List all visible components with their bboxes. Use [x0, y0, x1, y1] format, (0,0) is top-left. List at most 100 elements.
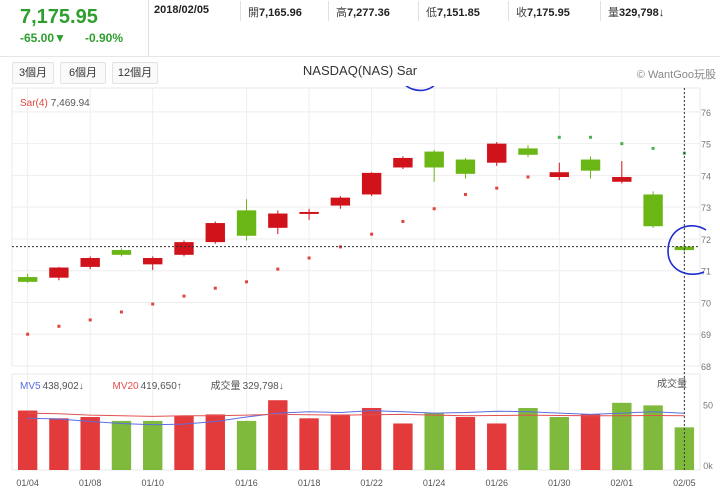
date-tick-label: 01/30 [548, 478, 571, 488]
annotation-scribble-title [405, 86, 435, 92]
range-6-months-button[interactable]: 6個月 [60, 62, 106, 84]
candle-body [330, 197, 351, 206]
volume-bar [361, 407, 382, 470]
stat-open: 開7,165.96 [240, 1, 302, 21]
date-tick-label: 01/16 [235, 478, 258, 488]
candle-body [455, 159, 476, 174]
quote-summary: 7,175.95 -65.00▼ -0.90% [0, 0, 149, 56]
sar-candlestick-chart[interactable]: 76 75 74 73 72 71 70 69 68 01/04 01/08 01/10 01/16 01… [0, 86, 720, 496]
volume-bar [455, 417, 476, 470]
price-tick-label: 71 [701, 267, 711, 277]
volume-bar [17, 410, 38, 470]
sar-dot [401, 219, 405, 223]
volume-bar [518, 407, 538, 470]
date-tick-label: 01/04 [16, 478, 39, 488]
candle-body [236, 210, 257, 236]
quote-bar: 7,175.95 -65.00▼ -0.90% 2018/02/05 開7,16… [0, 0, 720, 57]
volume-bar [268, 400, 288, 470]
axes-layer: 76 75 74 73 72 71 70 69 68 01/04 01/08 01/10 01/16 01… [12, 88, 713, 488]
candle-body [580, 159, 601, 171]
sar-dot [370, 232, 374, 236]
price-tick-label: 68 [701, 362, 711, 372]
price-tick-label: 76 [701, 108, 711, 118]
sar-dot [26, 332, 30, 336]
candle-body [143, 258, 163, 265]
price-tick-label: 69 [701, 330, 711, 340]
price-tick-label: 73 [701, 203, 711, 213]
sar-dot [276, 267, 280, 271]
volume-tick-label: 0k [703, 461, 713, 471]
sar-dot [651, 146, 655, 150]
date-tick-label: 01/26 [485, 478, 508, 488]
sar-dot [88, 318, 92, 322]
candle-body [361, 172, 382, 195]
sar-dot [557, 135, 561, 139]
volume-ma-layer [27, 410, 685, 426]
volume-bar [49, 418, 69, 470]
chart-title: NASDAQ(NAS) Sar [302, 63, 418, 78]
price-tick-label: 70 [701, 298, 711, 308]
sar-dot [620, 142, 624, 146]
sar-dot [182, 294, 186, 298]
stat-low: 低7,151.85 [418, 1, 480, 21]
volume-bar [393, 423, 413, 470]
date-tick-label: 01/10 [141, 478, 164, 488]
chart-grid [11, 87, 701, 471]
volume-bar [80, 417, 100, 470]
mv5-line [27, 410, 685, 426]
volume-corner-label: 成交量 [657, 377, 687, 390]
candle-body [487, 143, 507, 163]
volume-bar [487, 423, 507, 470]
mv20-line [27, 412, 685, 417]
candles-layer [17, 142, 695, 283]
volume-bar [612, 402, 632, 470]
volume-bar [111, 420, 132, 470]
candle-body [643, 194, 663, 227]
candle-body [17, 277, 38, 282]
date-tick-label: 01/08 [79, 478, 102, 488]
candle-body [612, 177, 632, 182]
volume-bar [236, 420, 257, 470]
candle-body [205, 223, 225, 243]
candle-body [549, 172, 569, 177]
date-tick-label: 02/05 [673, 478, 696, 488]
annotation-circle-last-candle [667, 225, 707, 276]
date-tick-label: 01/24 [423, 478, 446, 488]
sar-dot [151, 302, 155, 306]
candle-body [111, 250, 132, 255]
volume-bar [643, 405, 663, 470]
date-tick-label: 02/01 [611, 478, 634, 488]
stat-date: 2018/02/05 [154, 4, 210, 16]
sar-dot [589, 135, 593, 139]
sar-dot [213, 286, 217, 290]
candle-body [268, 213, 288, 228]
volume-tick-label: 50 [703, 400, 713, 410]
candle-body [80, 258, 100, 267]
range-3-months-button[interactable]: 3個月 [12, 62, 54, 84]
price-change-percent: -0.90% [85, 31, 124, 45]
sar-dot [432, 207, 436, 211]
sar-dot [526, 175, 530, 179]
sar-dot [495, 186, 499, 190]
sar-dot [463, 192, 467, 196]
price-tick-label: 74 [701, 171, 711, 181]
volume-bars-layer [17, 400, 695, 470]
price-tick-label: 75 [701, 140, 711, 150]
sar-dot [57, 324, 61, 328]
sar-dot [245, 280, 249, 284]
candle-body [393, 157, 413, 168]
range-12-months-button[interactable]: 12個月 [112, 62, 158, 84]
sar-legend: Sar(4) 7,469.94 [20, 98, 90, 109]
volume-bar [549, 417, 569, 470]
sar-dot [307, 256, 311, 260]
candle-body [49, 267, 69, 278]
sar-dot [119, 310, 123, 314]
volume-bar [580, 414, 601, 470]
volume-bar [174, 415, 194, 470]
volume-bar [299, 418, 319, 470]
volume-bar [205, 414, 225, 470]
date-tick-label: 01/18 [298, 478, 321, 488]
watermark: © WantGoo玩股 [636, 69, 716, 81]
stat-volume: 量329,798↓ [600, 1, 664, 21]
last-price: 7,175.95 [20, 6, 98, 28]
